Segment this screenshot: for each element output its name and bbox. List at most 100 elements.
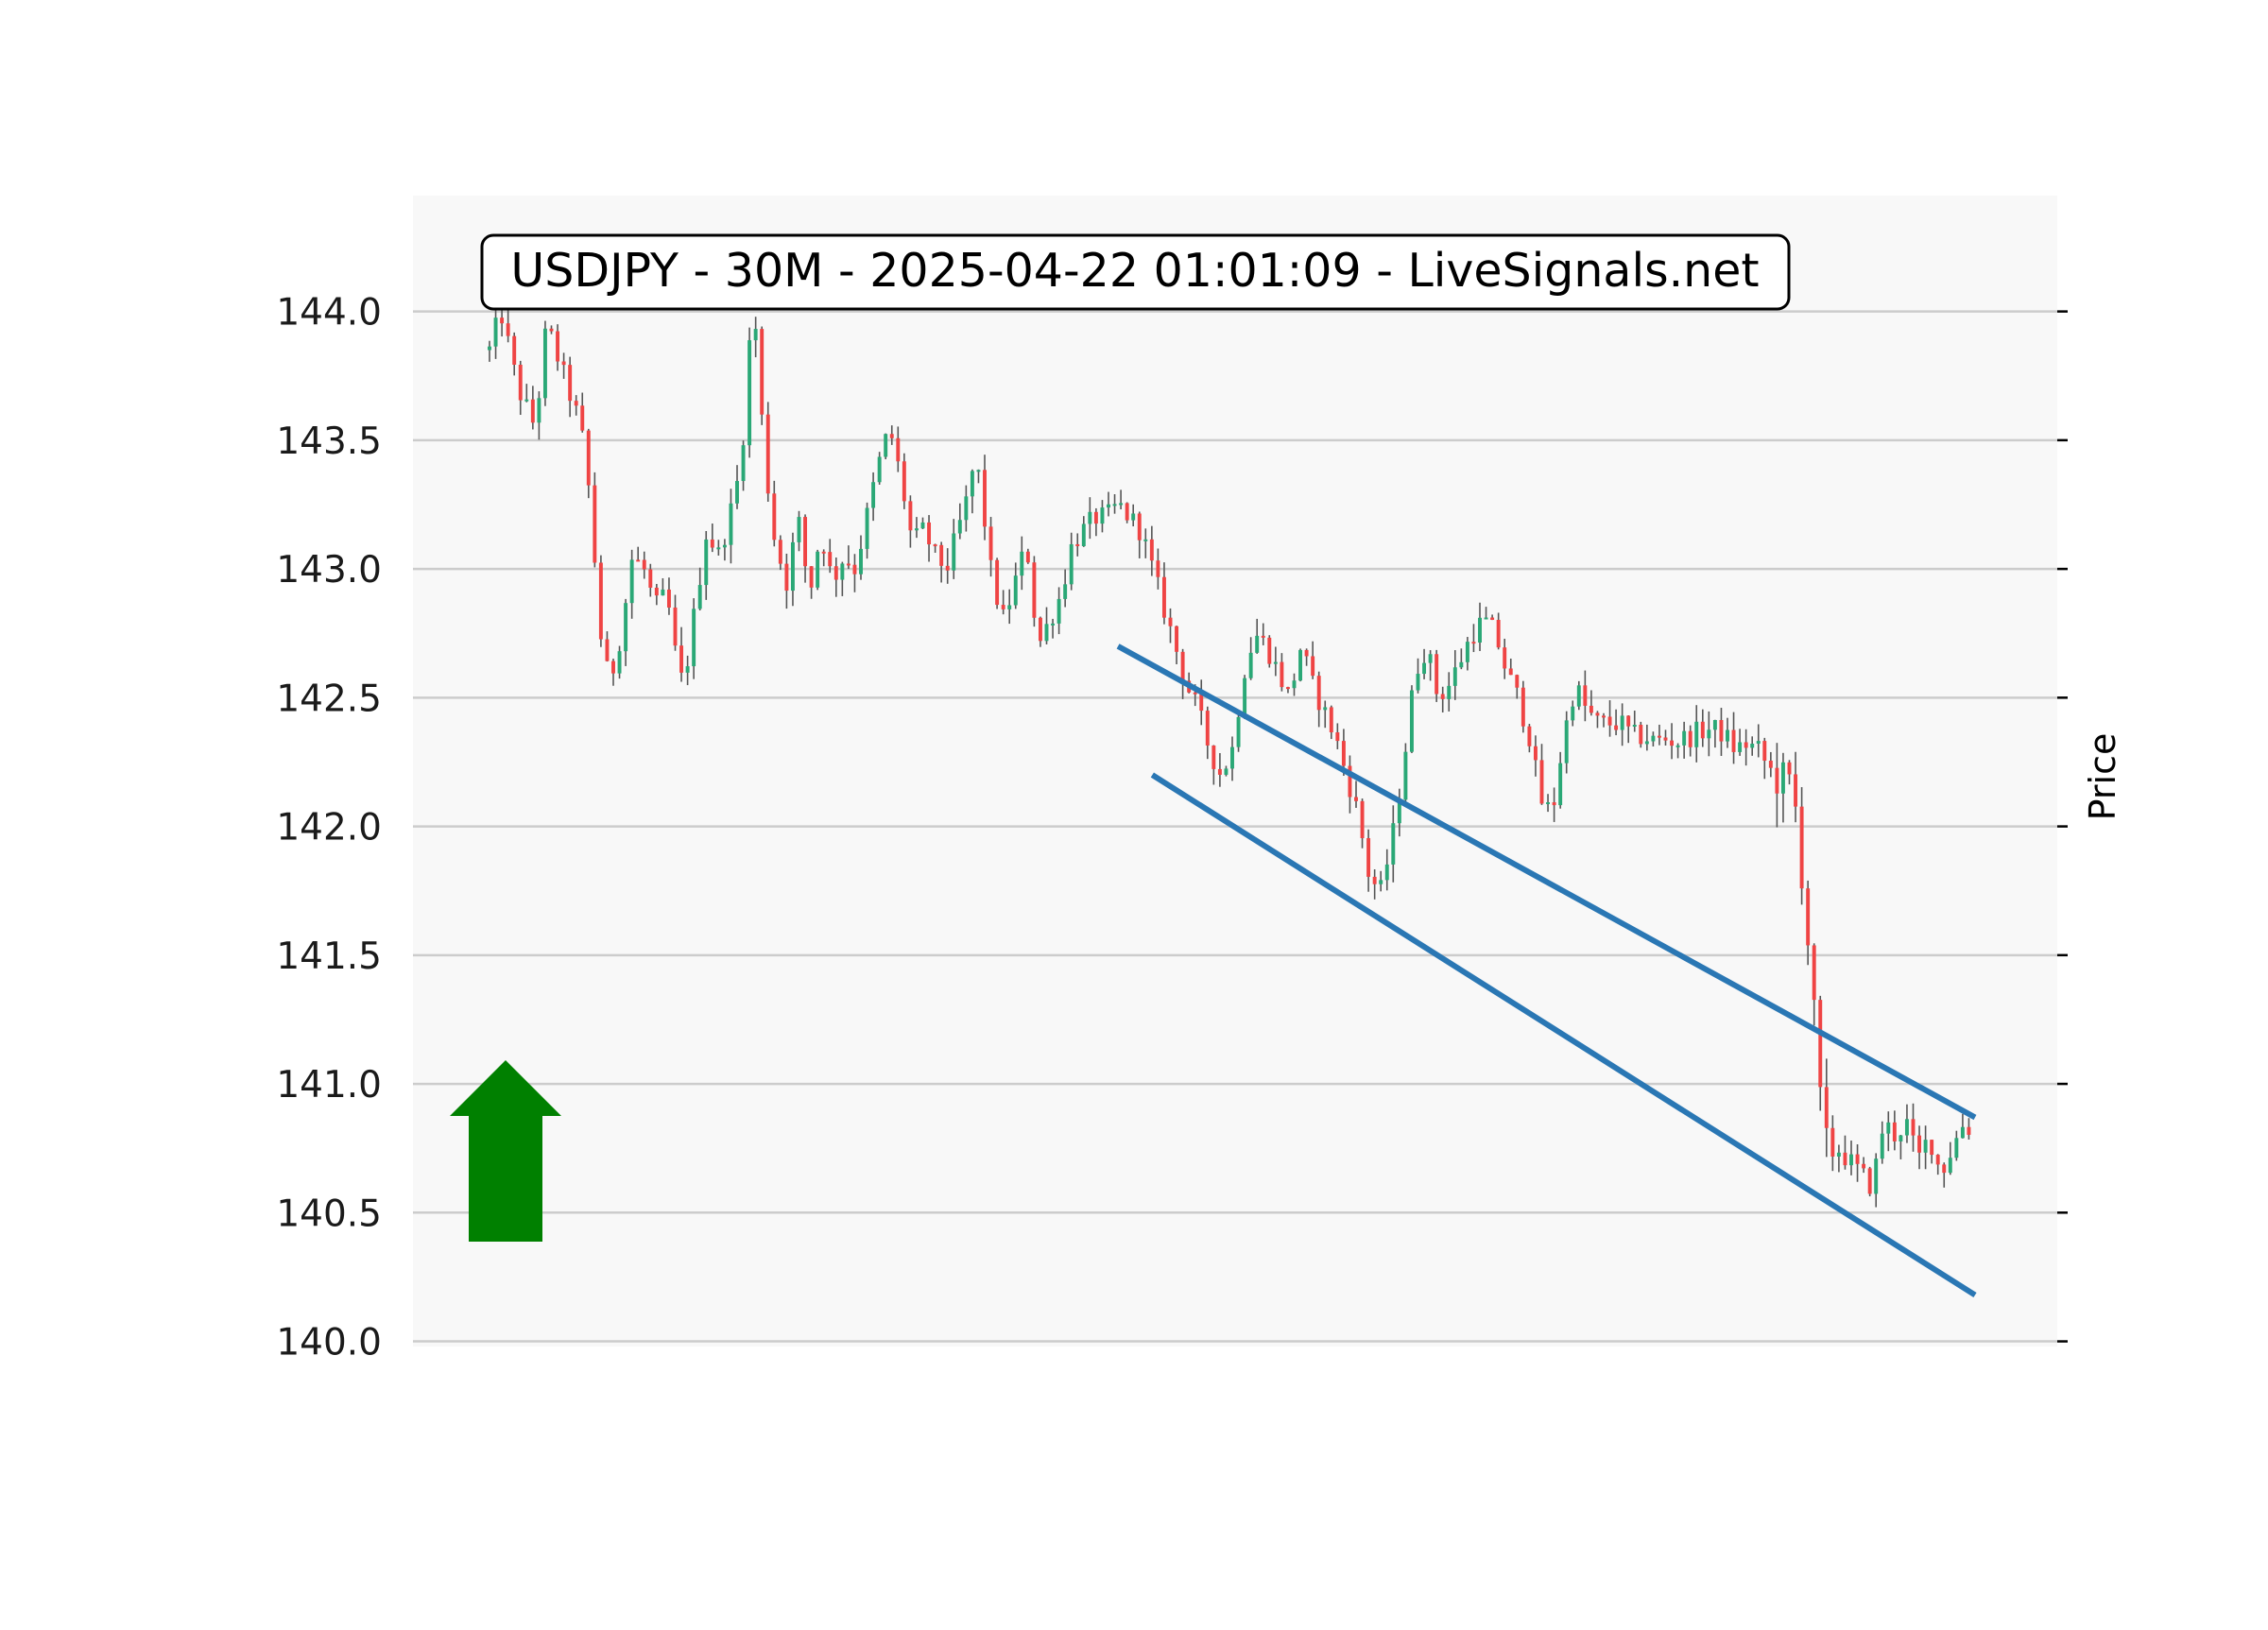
candle <box>1607 700 1612 737</box>
candle <box>1484 607 1488 620</box>
candle <box>685 655 690 686</box>
candle-body <box>884 434 888 457</box>
candle-body <box>784 563 789 592</box>
y-tick-label: 142.5 <box>276 678 382 720</box>
candle-body <box>1217 768 1222 775</box>
candle-body <box>1954 1138 1959 1158</box>
candle <box>1923 1125 1928 1170</box>
candle <box>1515 674 1520 699</box>
candle-body <box>1546 802 1551 805</box>
candle <box>1447 672 1452 712</box>
candle-body <box>765 414 770 494</box>
candle <box>556 324 560 371</box>
candle-body <box>1175 626 1179 652</box>
candle <box>1948 1141 1952 1175</box>
y-axis-ticks: 144.0 143.5 143.0 142.5 142.0 141.5 141.0 140.5… <box>276 292 2068 1364</box>
channel-lines <box>1116 643 1977 1298</box>
candle <box>629 549 634 619</box>
plot-area <box>413 196 2057 1347</box>
candle-body <box>1205 711 1210 746</box>
candle-body <box>530 399 535 423</box>
candle-body <box>1651 735 1656 742</box>
candle-body <box>1329 707 1333 733</box>
candle <box>1478 602 1482 651</box>
candle-body <box>710 539 714 548</box>
candle <box>1161 562 1166 625</box>
candle <box>661 577 665 596</box>
candle <box>933 543 937 553</box>
candle <box>1762 737 1767 780</box>
candle-body <box>1892 1122 1897 1141</box>
candle-body <box>1490 617 1495 621</box>
candle-body <box>1657 735 1661 738</box>
candle-body <box>1471 642 1476 644</box>
candle-body <box>1348 765 1352 798</box>
candle <box>1799 787 1804 905</box>
candle-body <box>1273 661 1278 664</box>
candle-body <box>1552 802 1556 806</box>
candle <box>1546 794 1551 813</box>
candle-body <box>1341 741 1346 766</box>
candle-body <box>1762 741 1767 762</box>
candle-body <box>1935 1155 1940 1165</box>
candle-body <box>1316 676 1321 711</box>
candle <box>1335 723 1340 749</box>
candle-body <box>1465 642 1469 662</box>
candle-body <box>952 533 956 571</box>
candle-body <box>1168 617 1173 626</box>
candle-body <box>1533 746 1538 761</box>
candle <box>1744 729 1748 766</box>
candle-body <box>1112 504 1117 506</box>
candle-body <box>1799 806 1804 889</box>
candle <box>1830 1115 1835 1172</box>
candle-body <box>704 539 709 586</box>
candle <box>1583 670 1588 722</box>
candle-body <box>1119 503 1124 506</box>
candle-body <box>865 507 869 549</box>
channel-line <box>1116 643 1977 1121</box>
candle-body <box>983 470 987 527</box>
candle-body <box>1335 732 1340 742</box>
candle-body <box>1001 605 1005 609</box>
candle <box>716 540 721 556</box>
candle <box>797 510 801 552</box>
candle <box>828 539 833 574</box>
candle <box>666 577 671 615</box>
candle <box>1750 736 1755 756</box>
candle <box>877 452 882 485</box>
candle <box>617 645 622 679</box>
candle <box>1775 743 1779 828</box>
candle-body <box>636 559 641 562</box>
candle-body <box>1607 716 1612 726</box>
candle <box>939 541 944 583</box>
candle-body <box>914 528 919 531</box>
y-tick-label: 141.5 <box>276 935 382 978</box>
candle <box>1707 711 1711 757</box>
candle-body <box>1161 576 1166 618</box>
candle-body <box>1044 624 1049 642</box>
candle-body <box>747 340 752 446</box>
candle <box>833 557 838 597</box>
candle-body <box>1267 637 1272 664</box>
candle-body <box>1304 649 1309 657</box>
candle-body <box>493 317 498 347</box>
candle-body <box>1855 1154 1860 1164</box>
candle-body <box>1149 539 1154 561</box>
candle-body <box>574 401 578 406</box>
candle <box>1967 1118 1971 1141</box>
candle-body <box>1360 800 1365 839</box>
candle-body <box>1372 876 1377 884</box>
candle <box>1409 685 1414 754</box>
candle <box>988 517 993 577</box>
candle <box>1862 1157 1866 1174</box>
candle-body <box>772 493 777 540</box>
candle <box>1273 646 1278 677</box>
candle <box>1435 649 1439 702</box>
candle-body <box>1107 504 1110 508</box>
candle <box>914 517 919 539</box>
candle <box>1175 626 1179 665</box>
candle <box>598 555 603 647</box>
candle <box>561 352 566 379</box>
candle <box>859 535 863 580</box>
candle-body <box>828 552 833 567</box>
